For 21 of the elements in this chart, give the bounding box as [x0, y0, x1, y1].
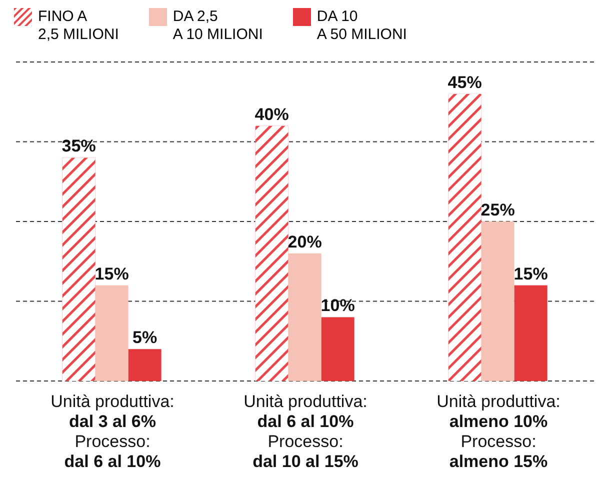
data-label: 40% — [254, 104, 289, 124]
bar — [288, 253, 322, 381]
data-label: 10% — [320, 296, 355, 316]
legend-label: DA 10 A 50 MILIONI — [316, 8, 407, 44]
bar — [128, 349, 162, 381]
data-label: 15% — [514, 264, 548, 284]
data-label: 25% — [480, 200, 515, 220]
data-label: 15% — [94, 264, 129, 284]
bar — [514, 285, 548, 381]
bar — [321, 317, 354, 381]
bar — [95, 285, 128, 381]
legend-label: DA 2,5 A 10 MILIONI — [172, 8, 263, 44]
data-label: 20% — [288, 232, 322, 252]
legend-label: FINO A 2,5 MILIONI — [38, 8, 119, 44]
data-label: 45% — [448, 72, 482, 92]
x-tick-label: Unità produttiva: almeno 10% Processo: almeno 15% — [436, 392, 560, 471]
x-tick-label: Unità produttiva: dal 3 al 6% Processo: dal 6 al 10% — [50, 392, 174, 471]
data-label: 35% — [62, 136, 96, 156]
data-label: 5% — [132, 328, 158, 348]
x-tick-label: Unità produttiva: dal 6 al 10% Processo: dal 10 al 15% — [244, 392, 368, 471]
bar — [481, 222, 514, 381]
